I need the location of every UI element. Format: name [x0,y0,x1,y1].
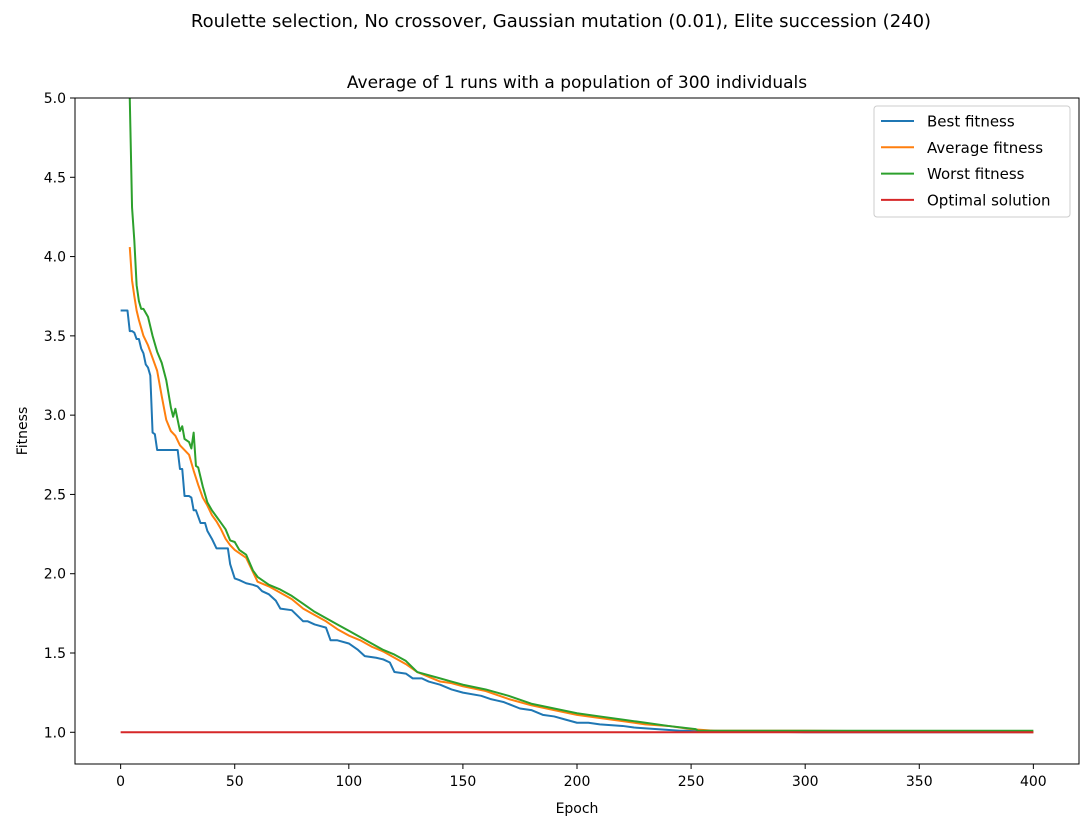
series-line-worst-fitness [128,98,1034,732]
x-tick-label: 150 [450,774,477,790]
y-tick-label: 3.0 [44,408,66,424]
x-tick-label: 100 [335,774,362,790]
y-axis-label: Fitness [15,407,31,456]
x-axis-ticks: 0 50 100 150 200 250 300 350 400 [116,764,1047,790]
legend-box [873,105,1071,218]
x-tick-label: 50 [226,774,244,790]
figure-suptitle: Roulette selection, No crossover, Gaussi… [191,11,931,32]
y-tick-label: 1.5 [44,646,66,662]
legend-label-worst-fitness: Worst fitness [927,165,1025,183]
legend-label-average-fitness: Average fitness [927,139,1043,157]
y-axis-ticks: 1.0 1.5 2.0 2.5 3.0 3.5 4.0 4.5 5.0 [44,91,75,741]
x-tick-label: 350 [906,774,933,790]
x-tick-label: 400 [1020,774,1047,790]
legend: Best fitness Average fitness Worst fitness… [873,105,1071,218]
y-tick-label: 3.5 [44,329,66,345]
y-tick-label: 5.0 [44,91,66,107]
y-tick-label: 4.5 [44,170,66,186]
y-tick-label: 4.0 [44,250,66,266]
series-line-average-fitness [128,246,1034,734]
y-tick-label: 2.0 [44,567,66,583]
y-tick-label: 1.0 [44,725,66,741]
x-tick-label: 250 [678,774,705,790]
series-layer [120,98,1034,734]
series-line-best-fitness [120,309,1034,734]
x-tick-label: 200 [564,774,591,790]
chart-title: Average of 1 runs with a population of 3… [347,73,807,93]
x-tick-label: 300 [792,774,819,790]
x-tick-label: 0 [116,774,125,790]
legend-label-best-fitness: Best fitness [927,113,1015,131]
y-tick-label: 2.5 [44,487,66,503]
legend-label-optimal-solution: Optimal solution [927,191,1051,209]
x-axis-label: Epoch [556,801,599,817]
